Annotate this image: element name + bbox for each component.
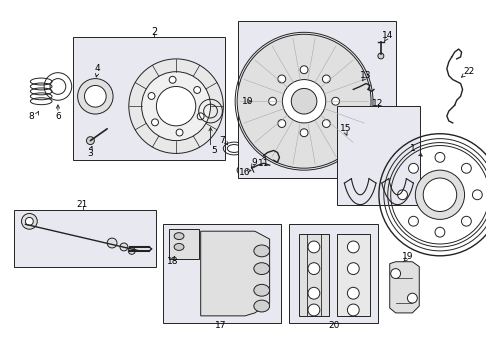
Text: 16: 16 — [239, 168, 251, 177]
Text: 17: 17 — [215, 321, 226, 330]
Bar — [337, 106, 420, 204]
Text: 9: 9 — [251, 158, 257, 167]
Circle shape — [197, 113, 204, 120]
Text: 14: 14 — [382, 31, 393, 40]
Text: 5: 5 — [212, 146, 218, 155]
Circle shape — [308, 241, 320, 253]
Text: 12: 12 — [372, 99, 384, 108]
Bar — [14, 210, 156, 267]
Circle shape — [308, 263, 320, 275]
Circle shape — [120, 243, 128, 251]
Text: 8: 8 — [28, 112, 34, 121]
Circle shape — [347, 287, 359, 299]
Circle shape — [237, 34, 371, 168]
Circle shape — [282, 80, 326, 123]
Text: 15: 15 — [340, 124, 351, 133]
Polygon shape — [337, 234, 370, 316]
Circle shape — [128, 247, 135, 254]
Bar — [289, 224, 378, 323]
Circle shape — [308, 287, 320, 299]
Circle shape — [472, 190, 482, 200]
Circle shape — [378, 53, 384, 59]
Text: 4: 4 — [95, 64, 100, 73]
Bar — [73, 37, 225, 160]
Circle shape — [391, 269, 400, 278]
Circle shape — [142, 72, 211, 141]
Bar — [238, 21, 395, 178]
Circle shape — [278, 120, 286, 127]
Ellipse shape — [254, 263, 270, 275]
Ellipse shape — [254, 300, 270, 312]
Text: 2: 2 — [151, 27, 158, 37]
Circle shape — [332, 97, 340, 105]
Circle shape — [148, 93, 155, 99]
Circle shape — [169, 76, 176, 83]
Circle shape — [300, 129, 308, 137]
Circle shape — [409, 216, 418, 226]
Text: 21: 21 — [77, 200, 88, 209]
Circle shape — [423, 178, 457, 212]
Polygon shape — [390, 262, 419, 313]
Circle shape — [22, 213, 37, 229]
Polygon shape — [201, 231, 270, 316]
Text: 20: 20 — [328, 321, 339, 330]
Circle shape — [25, 217, 33, 225]
Circle shape — [291, 89, 317, 114]
Circle shape — [462, 216, 471, 226]
Ellipse shape — [254, 245, 270, 257]
Circle shape — [77, 78, 113, 114]
Circle shape — [151, 119, 158, 126]
Text: 22: 22 — [463, 67, 474, 76]
Circle shape — [416, 170, 465, 219]
Polygon shape — [299, 234, 329, 316]
Circle shape — [86, 137, 95, 145]
Circle shape — [397, 190, 408, 200]
Text: 18: 18 — [168, 257, 179, 266]
Text: 10: 10 — [242, 97, 253, 106]
Circle shape — [194, 86, 200, 94]
Text: 7: 7 — [220, 136, 225, 145]
Circle shape — [156, 86, 196, 126]
Circle shape — [347, 241, 359, 253]
Circle shape — [462, 163, 471, 173]
Bar — [163, 224, 281, 323]
Circle shape — [409, 163, 418, 173]
Text: 11: 11 — [258, 159, 270, 168]
Circle shape — [435, 227, 445, 237]
Text: 3: 3 — [88, 149, 93, 158]
Circle shape — [84, 85, 106, 107]
Text: 6: 6 — [55, 112, 61, 121]
Circle shape — [347, 304, 359, 316]
Bar — [169, 229, 199, 259]
Circle shape — [269, 97, 276, 105]
Circle shape — [347, 263, 359, 275]
Circle shape — [322, 75, 330, 83]
Circle shape — [129, 59, 223, 153]
Circle shape — [435, 152, 445, 162]
Circle shape — [176, 129, 183, 136]
Circle shape — [322, 120, 330, 127]
Ellipse shape — [174, 233, 184, 239]
Text: 13: 13 — [360, 71, 372, 80]
Circle shape — [300, 66, 308, 74]
Circle shape — [278, 75, 286, 83]
Text: 1: 1 — [410, 144, 415, 153]
Text: 19: 19 — [402, 252, 413, 261]
Circle shape — [107, 238, 117, 248]
Circle shape — [408, 293, 417, 303]
Ellipse shape — [174, 243, 184, 251]
Circle shape — [308, 304, 320, 316]
Ellipse shape — [254, 284, 270, 296]
